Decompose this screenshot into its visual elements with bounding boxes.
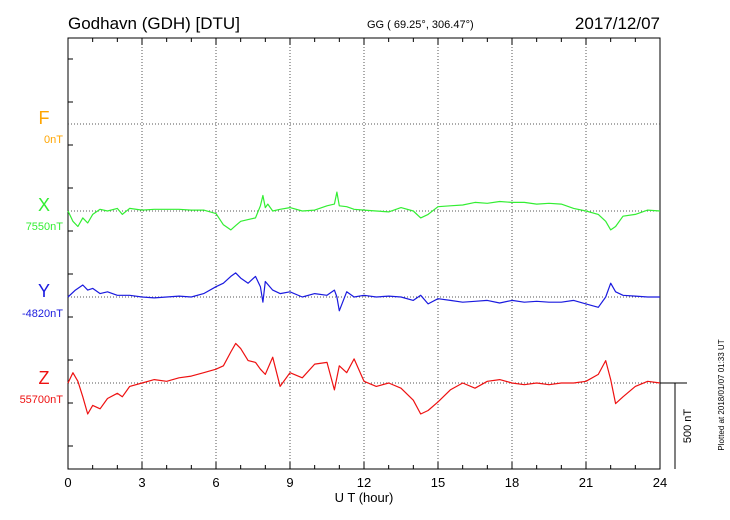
x-tick-label: 9	[286, 475, 293, 490]
series-line-x	[67, 191, 661, 231]
series-baseline-label: -4820nT	[22, 308, 63, 320]
grid-lines	[68, 38, 660, 469]
x-tick-label: 3	[138, 475, 145, 490]
scale-bar-label: 500 nT	[682, 409, 694, 444]
series-baseline-label: 0nT	[44, 134, 63, 146]
plotted-timestamp: Plotted at 2018/01/07 01:33 UT	[717, 339, 726, 450]
x-tick-label: 15	[431, 475, 445, 490]
x-tick-label: 0	[64, 475, 71, 490]
x-tick-label: 24	[653, 475, 667, 490]
series-name-y: Y	[38, 281, 50, 301]
chart-date: 2017/12/07	[575, 14, 660, 33]
x-tick-label: 21	[579, 475, 593, 490]
station-coords: GG ( 69.25°, 306.47°)	[367, 19, 474, 31]
series-name-x: X	[38, 195, 50, 215]
series-group	[67, 191, 661, 415]
series-line-y	[67, 272, 660, 312]
station-title: Godhavn (GDH) [DTU]	[68, 14, 240, 33]
series-baseline-label: 55700nT	[20, 394, 64, 406]
series-name-f: F	[39, 108, 50, 128]
scale-bar: 500 nT	[660, 382, 694, 469]
x-tick-label: 6	[212, 475, 219, 490]
series-labels: F 0nT X 7550nT Y -4820nT Z 55700nT	[20, 108, 64, 406]
series-baseline-label: 7550nT	[26, 221, 64, 233]
series-line-z	[67, 342, 661, 415]
axis-ticks: 0 3 6 9 12 15 18 21 24	[64, 38, 667, 490]
series-name-z: Z	[39, 368, 50, 388]
x-tick-label: 18	[505, 475, 519, 490]
x-tick-label: 12	[357, 475, 371, 490]
x-axis-title: U T (hour)	[335, 490, 394, 505]
